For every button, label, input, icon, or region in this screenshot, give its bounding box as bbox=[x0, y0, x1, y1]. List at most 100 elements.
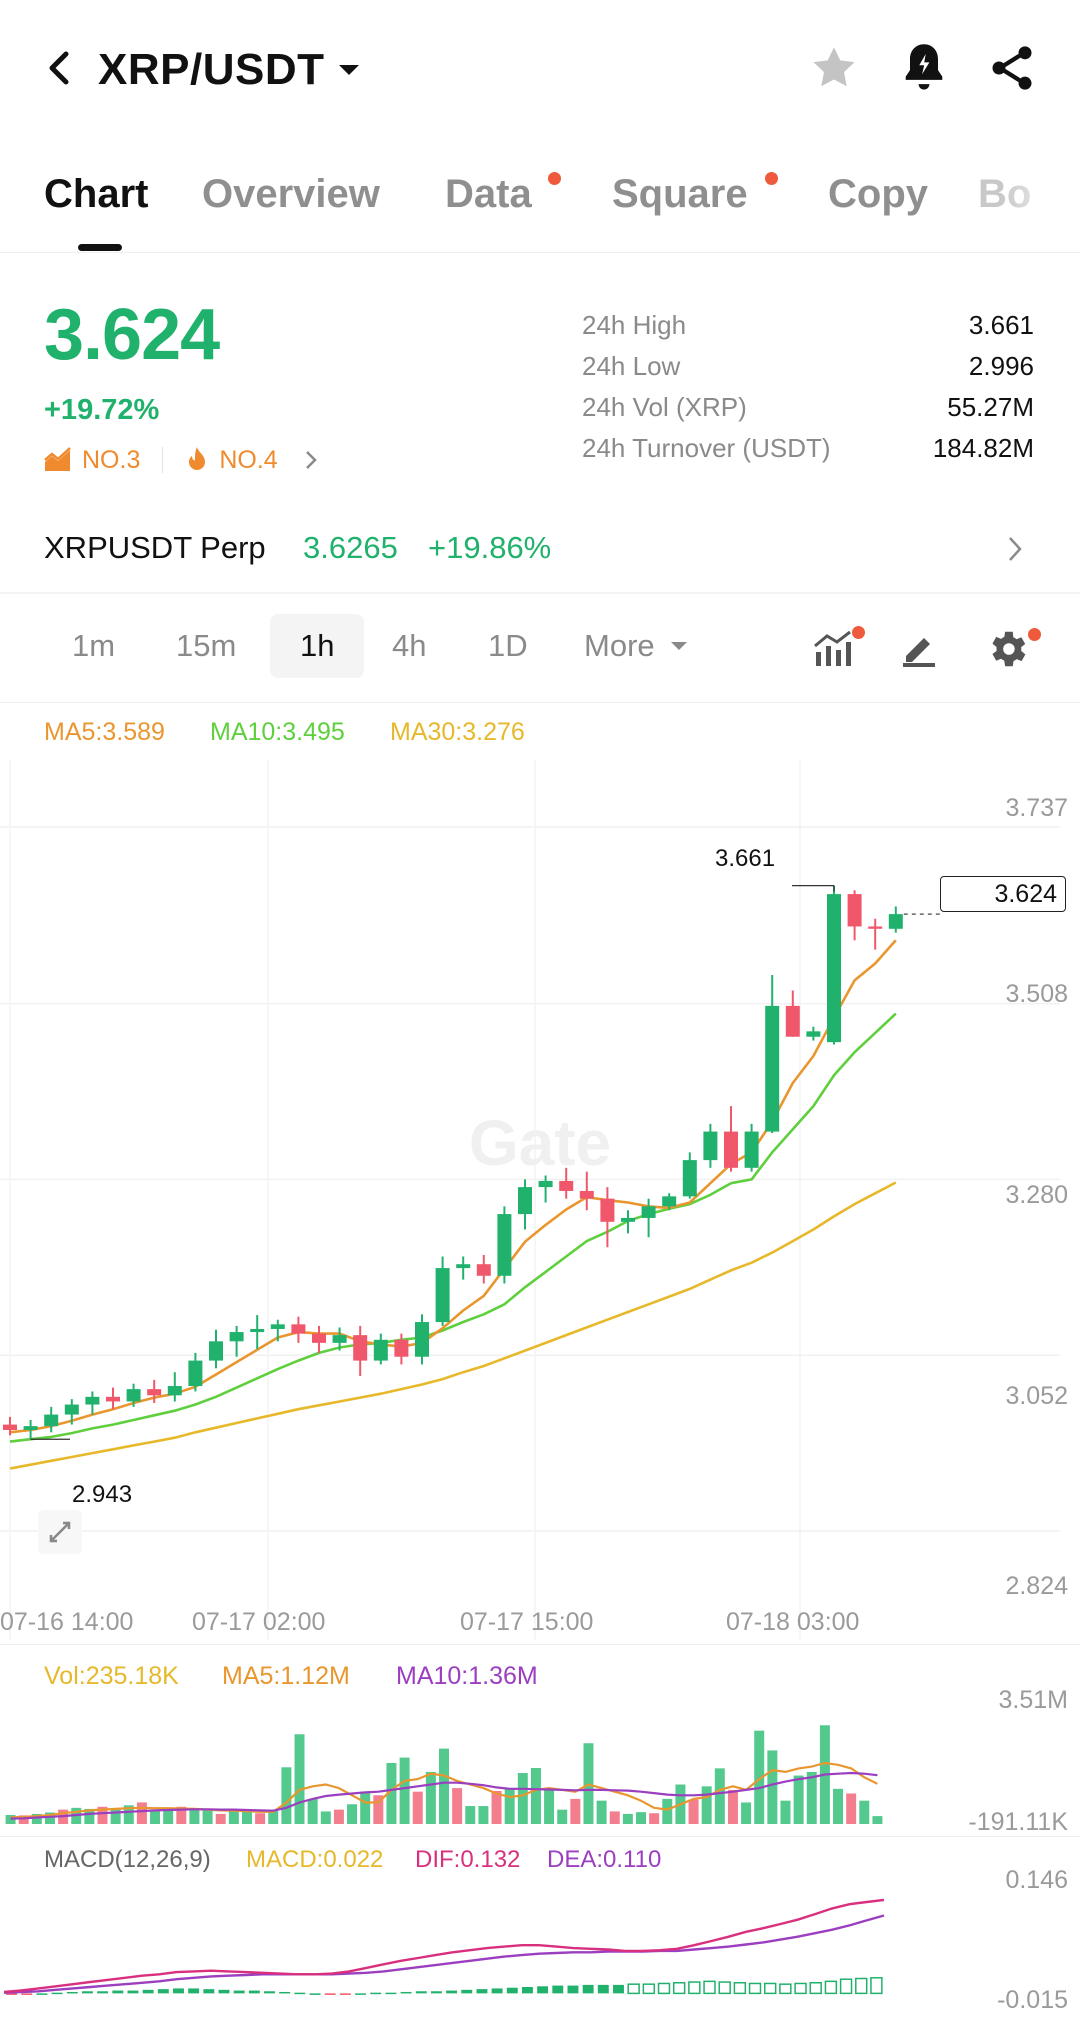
candle-body bbox=[806, 1031, 821, 1037]
volume-bar bbox=[425, 1771, 436, 1824]
volume-bar bbox=[189, 1809, 200, 1824]
macd-histogram-bar bbox=[355, 1993, 367, 1995]
x-label-4: 07-18 03:00 bbox=[726, 1608, 860, 1636]
tab-data[interactable]: Data bbox=[445, 172, 532, 216]
macd-histogram-bar bbox=[294, 1992, 306, 1995]
candle-body bbox=[435, 1268, 450, 1323]
macd-histogram-bar bbox=[370, 1992, 382, 1995]
settings-button[interactable] bbox=[984, 626, 1030, 672]
expand-chart-button[interactable] bbox=[38, 1510, 82, 1554]
macd-histogram-bar bbox=[21, 1993, 33, 1995]
pair-selector[interactable]: XRP/USDT bbox=[98, 42, 364, 98]
tab-square[interactable]: Square bbox=[612, 172, 748, 216]
macd-histogram-bar bbox=[248, 1990, 260, 1994]
chevron-right-icon bbox=[305, 451, 317, 469]
macd-histogram-bar bbox=[552, 1985, 564, 1994]
perp-change: +19.86% bbox=[428, 530, 552, 565]
macd-histogram-bar bbox=[642, 1983, 656, 1995]
macd-histogram-bar bbox=[688, 1981, 701, 1995]
candle-body bbox=[3, 1424, 17, 1430]
macd-dif-line bbox=[3, 1898, 885, 1994]
tab-active-indicator bbox=[78, 244, 122, 251]
candle-body bbox=[147, 1389, 162, 1396]
interval-1d[interactable]: 1D bbox=[488, 628, 528, 663]
x-label-2: 07-17 02:00 bbox=[192, 1608, 326, 1636]
favorite-button[interactable] bbox=[808, 42, 860, 94]
chevron-right-icon bbox=[1009, 537, 1022, 561]
legend-ma5: MA5:3.589 bbox=[44, 718, 165, 746]
stat-low-label: 24h Low bbox=[582, 351, 681, 381]
tab-copy[interactable]: Copy bbox=[828, 172, 928, 216]
candle-body bbox=[64, 1404, 79, 1415]
macd-dea-line bbox=[3, 1914, 885, 1994]
tab-overview[interactable]: Overview bbox=[202, 172, 380, 216]
perp-row[interactable]: XRPUSDT Perp 3.6265 +19.86% bbox=[0, 516, 1080, 582]
volume-bar bbox=[281, 1767, 292, 1824]
macd-histogram-bar bbox=[309, 1993, 321, 1995]
ranking-row[interactable]: NO.3 NO.4 bbox=[44, 440, 324, 480]
share-button[interactable] bbox=[986, 42, 1038, 94]
volume-bar bbox=[833, 1788, 844, 1824]
section-divider bbox=[0, 592, 1080, 594]
interval-more[interactable]: More bbox=[584, 628, 691, 664]
volume-bar bbox=[846, 1793, 857, 1824]
perp-name: XRPUSDT Perp bbox=[44, 530, 266, 565]
watermark: Gate bbox=[469, 1107, 611, 1179]
candle-body bbox=[538, 1180, 553, 1188]
candle-body bbox=[827, 894, 841, 1043]
candlestick-chart[interactable]: Gate bbox=[0, 760, 1080, 1660]
interval-4h[interactable]: 4h bbox=[392, 628, 427, 663]
candle-body bbox=[312, 1333, 326, 1343]
candle-body bbox=[662, 1196, 677, 1207]
volume-bar bbox=[596, 1800, 607, 1824]
caret-down-icon bbox=[339, 65, 360, 75]
volume-bar bbox=[609, 1811, 620, 1824]
macd-histogram-bar bbox=[51, 1992, 63, 1995]
candle-body bbox=[332, 1335, 347, 1343]
interval-15m[interactable]: 15m bbox=[176, 628, 237, 663]
interval-1h[interactable]: 1h bbox=[300, 628, 335, 663]
volume-bar bbox=[18, 1815, 29, 1824]
candle-body bbox=[847, 894, 862, 927]
tab-chart[interactable]: Chart bbox=[44, 172, 149, 216]
draw-button[interactable] bbox=[898, 626, 942, 670]
volume-bar bbox=[649, 1813, 660, 1824]
tab-divider bbox=[0, 252, 1080, 253]
stat-high-value: 3.661 bbox=[968, 310, 1034, 340]
legend-ma10: MA10:3.495 bbox=[210, 718, 345, 746]
section-divider bbox=[0, 1644, 1080, 1645]
macd-histogram-bar bbox=[779, 1983, 792, 1995]
candle-body bbox=[703, 1131, 718, 1161]
volume-bar bbox=[465, 1806, 476, 1824]
macd-histogram-bar bbox=[537, 1986, 549, 1994]
volume-bar bbox=[701, 1786, 712, 1824]
macd-histogram-bar bbox=[400, 1991, 412, 1994]
pencil-icon bbox=[903, 638, 935, 667]
share-icon bbox=[992, 46, 1032, 90]
volume-bar bbox=[530, 1768, 541, 1824]
stat-low-value: 2.996 bbox=[968, 351, 1034, 381]
candle-body bbox=[497, 1214, 512, 1276]
macd-histogram-bar bbox=[582, 1984, 594, 1994]
volume-bar bbox=[399, 1757, 410, 1824]
macd-histogram-bar bbox=[81, 1991, 93, 1994]
indicators-button[interactable] bbox=[812, 626, 856, 670]
volume-bar bbox=[793, 1775, 804, 1824]
macd-histogram-bar bbox=[703, 1980, 716, 1995]
candle-body bbox=[209, 1341, 223, 1361]
volume-bar bbox=[872, 1816, 883, 1824]
y-tick-3: 3.280 bbox=[1005, 1181, 1068, 1209]
macd-legend-title: MACD(12,26,9) bbox=[44, 1846, 211, 1873]
macd-histogram-bar bbox=[521, 1987, 533, 1994]
volume-bar bbox=[622, 1813, 633, 1824]
interval-1m[interactable]: 1m bbox=[72, 628, 116, 663]
macd-histogram-bar bbox=[809, 1982, 822, 1995]
back-button[interactable] bbox=[40, 44, 80, 92]
volume-bar bbox=[268, 1809, 279, 1824]
volume-bar bbox=[741, 1802, 752, 1824]
high-marker-label: 3.661 bbox=[715, 845, 776, 872]
candle-body bbox=[353, 1335, 368, 1361]
macd-legend-dif: DIF:0.132 bbox=[415, 1846, 521, 1873]
macd-histogram-bar bbox=[733, 1982, 747, 1995]
alert-button[interactable] bbox=[898, 40, 950, 96]
